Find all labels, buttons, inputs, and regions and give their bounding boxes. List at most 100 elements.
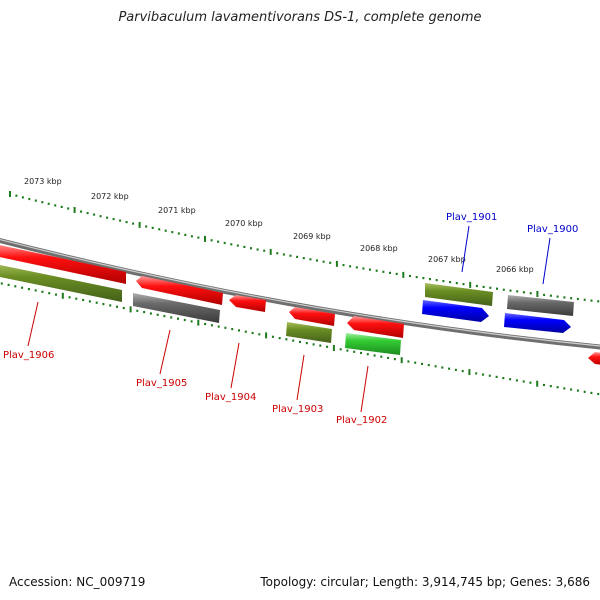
upper-scale-minor-tick [576,297,579,301]
upper-scale-minor-tick [509,289,512,292]
gene-plav-1902-red[interactable] [347,316,404,338]
upper-scale-minor-tick [597,300,600,303]
upper-scale-minor-tick [125,221,128,224]
gene-leader-lines [27,225,551,413]
upper-scale-major-tick [138,221,141,228]
upper-scale-minor-tick [54,204,57,207]
leader-plav-1904 [230,342,240,389]
lower-scale-minor-tick [122,307,125,310]
gene-label-plav-1900[interactable]: Plav_1900 [527,224,578,235]
lower-scale-minor-tick [48,292,51,295]
scale-label-2066: 2066 kbp [496,265,534,274]
lower-scale-minor-tick [55,293,57,296]
lower-scale-minor-tick [556,386,559,389]
gene-label-plav-1904[interactable]: Plav_1904 [205,392,256,403]
lower-scale-minor-tick [204,322,207,326]
lower-scale-minor-tick [271,335,274,338]
map-title: Parvibaculum lavamentivorans DS-1, compl… [118,10,482,25]
lower-scale-minor-tick [543,383,545,387]
upper-scale-minor-tick [197,236,200,239]
upper-scale-minor-tick [158,228,161,231]
lower-scale-minor-tick [421,362,423,365]
upper-scale-minor-tick [243,245,246,248]
lower-scale-minor-tick [441,366,444,369]
lower-scale-minor-tick [312,343,315,346]
upper-scale-minor-tick [449,281,452,284]
gene-plav-1903-olive[interactable] [286,322,332,343]
gene-label-plav-1905[interactable]: Plav_1905 [136,378,187,389]
lower-scale-minor-tick [292,339,295,342]
gene-plav-1905-gray[interactable] [133,293,220,323]
upper-scale-minor-tick [86,212,89,215]
gene-plav-1906-red[interactable] [0,243,126,284]
upper-scale-minor-tick [522,291,525,294]
genome-summary-text: Topology: circular; Length: 3,914,745 bp… [260,575,590,589]
gene-plav-1900-blue[interactable] [504,313,571,333]
upper-scale-minor-tick [164,229,167,232]
lower-scale-minor-tick [251,331,254,335]
upper-scale-minor-tick [529,292,532,295]
upper-scale-minor-tick [349,265,352,268]
gene-olive-left[interactable] [0,263,122,302]
gene-plav-1904-red[interactable] [229,295,266,312]
upper-scale-minor-tick [210,239,213,242]
upper-scale-minor-tick [342,264,345,267]
upper-scale-minor-tick [93,213,96,216]
gene-label-plav-1902[interactable]: Plav_1902 [336,415,387,426]
upper-scale-major-tick [73,207,76,213]
gene-label-plav-1906[interactable]: Plav_1906 [3,350,54,361]
upper-scale-minor-tick [316,259,318,262]
upper-scale-minor-tick [67,207,70,210]
lower-scale-minor-tick [448,367,451,370]
upper-scale-minor-tick [296,255,299,258]
gene-plav-1901-blue[interactable] [422,300,489,322]
gene-plav-1905-red[interactable] [136,276,223,305]
upper-scale-minor-tick [171,231,174,234]
lower-scale-minor-tick [102,303,105,306]
upper-scale-major-tick [402,271,405,278]
gene-plav-1900-gray[interactable] [507,295,574,316]
upper-scale-minor-tick [263,249,266,252]
leader-plav-1902 [360,365,369,413]
gene-plav-1901-olive[interactable] [425,283,493,306]
upper-scale-minor-tick [429,278,431,281]
upper-scale-minor-tick [362,267,365,270]
gene-partial-red-right[interactable] [588,352,600,366]
upper-scale-track [9,191,600,303]
lower-scale-minor-tick [576,389,579,392]
lower-scale-minor-tick [570,388,573,391]
leader-plav-1900 [542,237,551,285]
lower-scale-minor-tick [380,355,383,358]
gene-label-plav-1901[interactable]: Plav_1901 [446,212,497,223]
upper-scale-minor-tick [282,253,285,256]
lower-scale-minor-tick [75,297,78,300]
upper-scale-minor-tick [15,194,18,197]
upper-scale-minor-tick [145,225,148,228]
lower-scale-minor-tick [346,349,349,352]
lower-scale-minor-tick [170,316,173,319]
upper-scale-minor-tick [21,196,24,199]
lower-scale-minor-tick [21,286,24,289]
upper-scale-minor-tick [41,201,44,204]
upper-scale-minor-tick [99,215,102,218]
lower-scale-minor-tick [522,380,525,383]
gene-label-plav-1903[interactable]: Plav_1903 [272,404,323,415]
lower-scale-minor-tick [488,374,491,377]
upper-scale-minor-tick [543,293,546,296]
lower-scale-minor-tick [136,309,139,312]
lower-scale-minor-tick [373,354,376,357]
genome-backbone-highlight [0,238,600,347]
upper-scale-minor-tick [475,284,478,288]
lower-scale-track [0,282,600,396]
upper-scale-minor-tick [570,297,573,300]
lower-scale-minor-tick [278,337,281,340]
upper-scale-minor-tick [47,202,50,205]
lower-scale-minor-tick [238,329,240,332]
gene-plav-1902-green[interactable] [345,333,401,355]
upper-scale-minor-tick [516,290,519,293]
gene-plav-1903-red[interactable] [289,307,335,326]
upper-scale-minor-tick [190,235,193,238]
lower-scale-minor-tick [326,345,329,348]
upper-scale-major-tick [469,281,472,288]
upper-scale-minor-tick [462,283,465,286]
